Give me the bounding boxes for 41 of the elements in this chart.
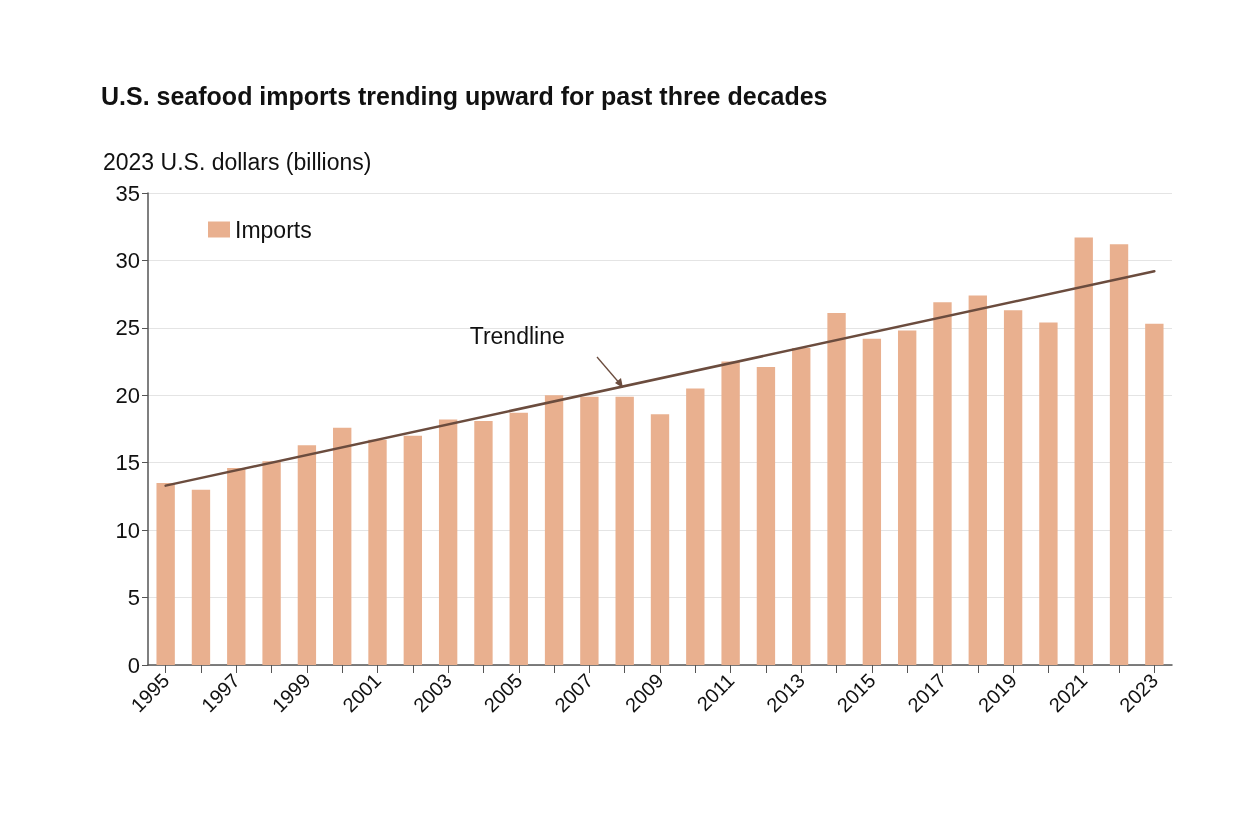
bar [615, 396, 634, 665]
bar [544, 395, 564, 665]
y-axis-title: 2023 U.S. dollars (billions) [103, 148, 372, 175]
bar [1109, 244, 1129, 665]
bar [438, 419, 458, 665]
chart-title: U.S. seafood imports trending upward for past three decades [101, 81, 828, 110]
y-tick-label: 0 [127, 652, 140, 678]
bar [368, 439, 387, 665]
bar [1003, 310, 1023, 665]
bar [474, 420, 493, 665]
bar [191, 489, 211, 665]
y-tick-label: 5 [127, 585, 140, 611]
bar [1039, 322, 1058, 665]
bar [897, 330, 917, 665]
legend-label: Imports [235, 216, 312, 243]
bar [756, 366, 776, 665]
bar [509, 412, 528, 665]
y-tick-label: 15 [115, 450, 140, 476]
bar [1074, 237, 1093, 665]
bar [297, 445, 317, 665]
bar [968, 295, 987, 665]
y-tick-label: 20 [115, 382, 140, 408]
y-tick-label: 25 [115, 315, 140, 341]
bar [262, 461, 281, 665]
bar [827, 313, 846, 665]
bar [792, 348, 811, 665]
annotation: Trendline [469, 322, 565, 350]
bar [227, 468, 246, 665]
bar [333, 427, 352, 665]
bar [721, 361, 740, 665]
bar [156, 482, 175, 665]
bar [403, 435, 423, 665]
bar [650, 414, 670, 665]
y-tick-label: 10 [115, 517, 140, 543]
bar [1145, 323, 1164, 665]
y-tick-label: 30 [115, 247, 140, 273]
bar [862, 338, 882, 665]
bar [580, 396, 599, 665]
bar [686, 388, 705, 665]
y-tick-label: 35 [115, 180, 140, 206]
bar [933, 302, 952, 665]
